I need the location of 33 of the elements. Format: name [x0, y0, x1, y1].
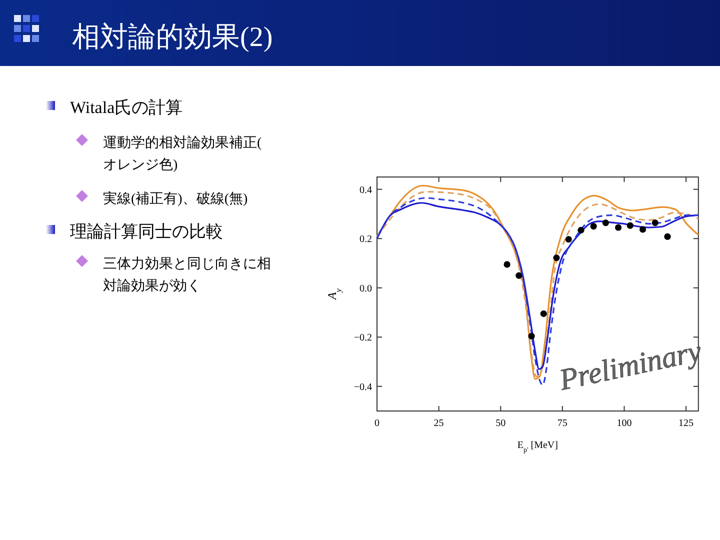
point — [578, 226, 584, 234]
x-tick-label: 100 — [616, 418, 632, 429]
point — [602, 220, 609, 226]
point — [652, 220, 658, 226]
point — [664, 233, 671, 240]
text: 理論計算同士の比較 — [70, 222, 223, 241]
point — [565, 236, 572, 243]
text: 実線(補正有)、破線(無) — [103, 191, 248, 207]
annotation: Preliminary — [556, 334, 705, 398]
point — [528, 332, 535, 340]
y-tick-label: −0.4 — [354, 382, 372, 393]
x-tick-label: 125 — [678, 418, 694, 429]
y-tick-label: 0.4 — [360, 184, 372, 196]
text: Witala氏の計算 — [70, 98, 183, 117]
x-axis-title: E$_{p'}$ [MeV] — [517, 440, 558, 454]
point — [540, 310, 547, 318]
y-tick-label: 0.2 — [360, 234, 372, 246]
point — [639, 226, 646, 233]
point — [626, 222, 634, 229]
chart-title: 相対論的効果(2) — [72, 22, 273, 53]
point — [553, 254, 560, 262]
point — [590, 222, 597, 230]
text: 三体力効果と同じ向きに相対論効果が効く — [103, 256, 271, 294]
x-tick-label: 0 — [374, 418, 380, 429]
y-tick-label: −0.2 — [354, 332, 372, 344]
point — [614, 224, 622, 231]
point — [516, 272, 522, 279]
x-tick-label: 50 — [496, 418, 506, 429]
x-tick-label: 75 — [557, 418, 568, 429]
text: 運動学的相対論効果補正(オレンジ色) — [103, 135, 262, 173]
x-tick-label: 25 — [434, 418, 444, 429]
point — [504, 261, 510, 268]
y-tick-label: 0.0 — [360, 283, 372, 294]
